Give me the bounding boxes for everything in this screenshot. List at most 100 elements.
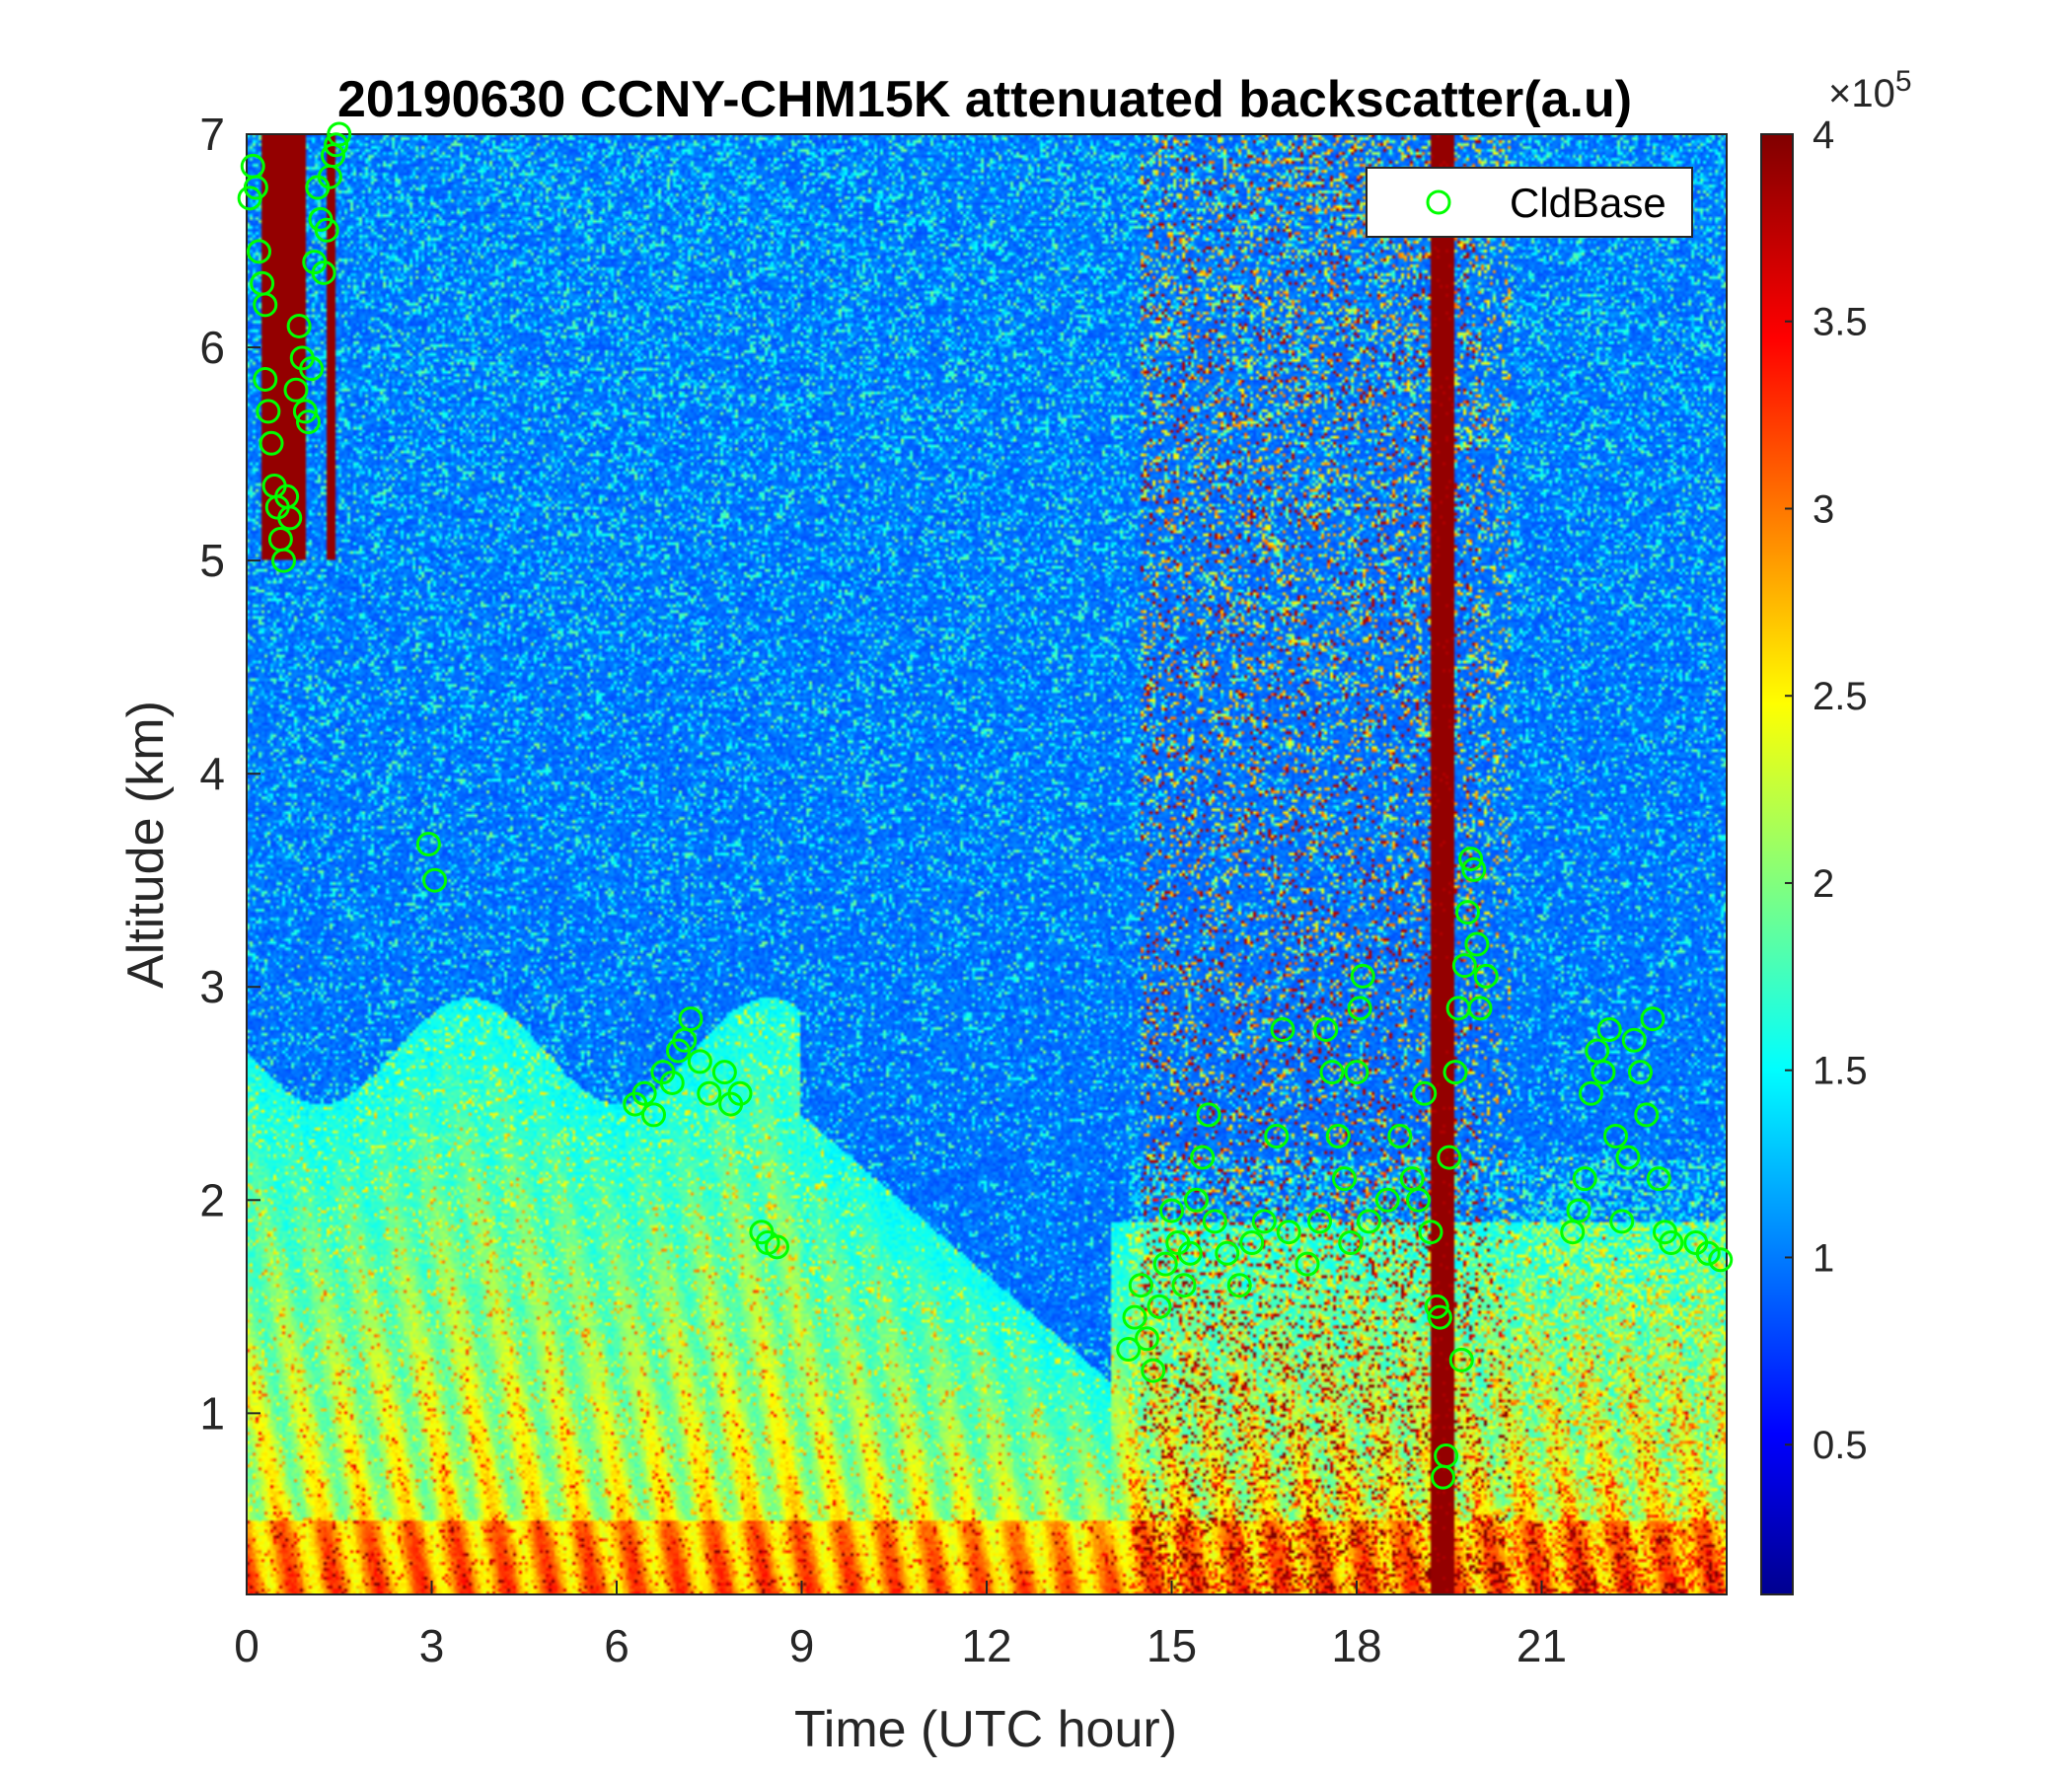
colorbar: 0.5 1 1.5 2 2.5 3 3.5 4 ×105	[1760, 65, 1912, 1595]
cldbase-point	[243, 175, 268, 200]
cldbase-point	[1374, 1187, 1400, 1213]
cldbase-point	[1659, 1230, 1684, 1256]
colorbar-tick-label: 3	[1813, 487, 1834, 531]
colorbar-exponent-base: ×10	[1828, 72, 1895, 115]
cldbase-point	[1171, 1273, 1197, 1298]
cldbase-point	[277, 505, 303, 531]
cldbase-point	[1215, 1240, 1240, 1266]
cldbase-point	[311, 259, 336, 285]
cldbase-point	[1418, 1220, 1443, 1245]
cldbase-point	[286, 313, 312, 338]
cldbase-point	[253, 366, 278, 392]
colorbar-tick-label: 0.5	[1813, 1424, 1868, 1467]
legend-box	[1366, 167, 1693, 238]
cldbase-point	[1609, 1209, 1635, 1234]
colorbar-exponent-power: 5	[1895, 65, 1912, 98]
cldbase-point	[1357, 1209, 1381, 1234]
cldbase-point	[1159, 1198, 1184, 1223]
y-tick-label: 1	[199, 1387, 225, 1439]
cldbase-point	[1437, 1145, 1462, 1170]
y-tick-label: 2	[199, 1174, 225, 1225]
cloud-base-markers	[237, 121, 1734, 1490]
cldbase-point	[1251, 1209, 1277, 1234]
plot-area	[247, 134, 1727, 1594]
cldbase-point	[765, 1234, 789, 1260]
cldbase-point	[1350, 963, 1375, 989]
cldbase-point	[422, 867, 448, 893]
cldbase-point	[659, 1070, 685, 1095]
y-tick-label: 7	[199, 109, 225, 160]
colorbar-tick-label: 4	[1813, 113, 1834, 157]
cldbase-point	[271, 548, 296, 573]
cldbase-point	[641, 1102, 666, 1128]
cldbase-point	[1122, 1304, 1147, 1330]
cldbase-point	[253, 292, 278, 318]
cldbase-point	[1270, 1016, 1295, 1042]
cldbase-point	[1177, 1240, 1203, 1266]
cldbase-point	[1196, 1102, 1221, 1128]
colorbar-ticks: 0.5 1 1.5 2 2.5 3 3.5 4	[1785, 113, 1868, 1467]
cldbase-point	[1461, 856, 1487, 882]
cldbase-point	[1467, 996, 1493, 1021]
cldbase-point	[1695, 1240, 1721, 1266]
cldbase-point	[1152, 1251, 1178, 1277]
cldbase-point	[259, 430, 284, 456]
x-tick-label: 15	[1147, 1620, 1197, 1671]
y-tick-label: 4	[199, 748, 225, 799]
cldbase-point	[1621, 1027, 1647, 1053]
colorbar-tick-label: 1.5	[1813, 1050, 1868, 1093]
cldbase-point	[1473, 963, 1499, 989]
cldbase-point	[1708, 1247, 1734, 1273]
cldbase-point	[687, 1049, 712, 1074]
cldbase-point	[1603, 1123, 1628, 1148]
cldbase-point	[1319, 1060, 1345, 1085]
cldbase-point	[1190, 1145, 1216, 1170]
cldbase-point	[1344, 1060, 1369, 1085]
cldbase-point	[1451, 953, 1477, 979]
cldbase-point	[1116, 1337, 1142, 1363]
cldbase-point	[1128, 1273, 1153, 1298]
x-tick-label: 21	[1517, 1620, 1567, 1671]
x-tick-label: 9	[789, 1620, 815, 1671]
backscatter-canvas	[247, 134, 1727, 1594]
colorbar-tick-label: 2.5	[1813, 675, 1868, 718]
cldbase-point	[1226, 1273, 1252, 1298]
cldbase-point	[299, 356, 325, 382]
legend-label: CldBase	[1510, 180, 1666, 226]
cldbase-point	[1276, 1220, 1301, 1245]
legend-marker	[1426, 189, 1451, 215]
cldbase-point	[1424, 1294, 1449, 1319]
cldbase-point	[1307, 1209, 1332, 1234]
cldbase-point	[678, 1006, 703, 1032]
cldbase-point	[1147, 1294, 1172, 1319]
cldbase-point	[1387, 1123, 1413, 1148]
cldbase-point	[631, 1080, 657, 1106]
cldbase-point	[327, 121, 352, 147]
x-axis: 0 3 6 9 12 15 18 21	[234, 1581, 1567, 1671]
cldbase-point	[1596, 1016, 1622, 1042]
cldbase-point	[1325, 1123, 1351, 1148]
x-tick-label: 12	[961, 1620, 1011, 1671]
cldbase-point	[1406, 1187, 1431, 1213]
colorbar-exponent: ×105	[1828, 65, 1912, 115]
colorbar-scale	[1760, 133, 1794, 1595]
cldbase-point	[1295, 1251, 1320, 1277]
cldbase-point	[1338, 1230, 1364, 1256]
cldbase-point	[1640, 1006, 1665, 1032]
y-tick-label: 6	[199, 322, 225, 373]
colorbar-tick-label: 1	[1813, 1236, 1834, 1280]
cldbase-point	[1135, 1326, 1159, 1352]
cldbase-point	[1202, 1209, 1227, 1234]
cldbase-point	[1579, 1080, 1603, 1106]
cldbase-point	[1434, 1443, 1459, 1469]
y-axis-label: Altitude (km)	[117, 701, 175, 989]
cldbase-point	[247, 239, 271, 264]
cldbase-point	[1572, 1166, 1597, 1192]
cldbase-point	[1347, 996, 1372, 1021]
cldbase-point	[727, 1080, 753, 1106]
chart-title: 20190630 CCNY-CHM15K attenuated backscat…	[337, 71, 1632, 128]
cldbase-point	[1141, 1358, 1166, 1383]
cldbase-point	[324, 132, 349, 158]
cldbase-point	[1239, 1230, 1265, 1256]
